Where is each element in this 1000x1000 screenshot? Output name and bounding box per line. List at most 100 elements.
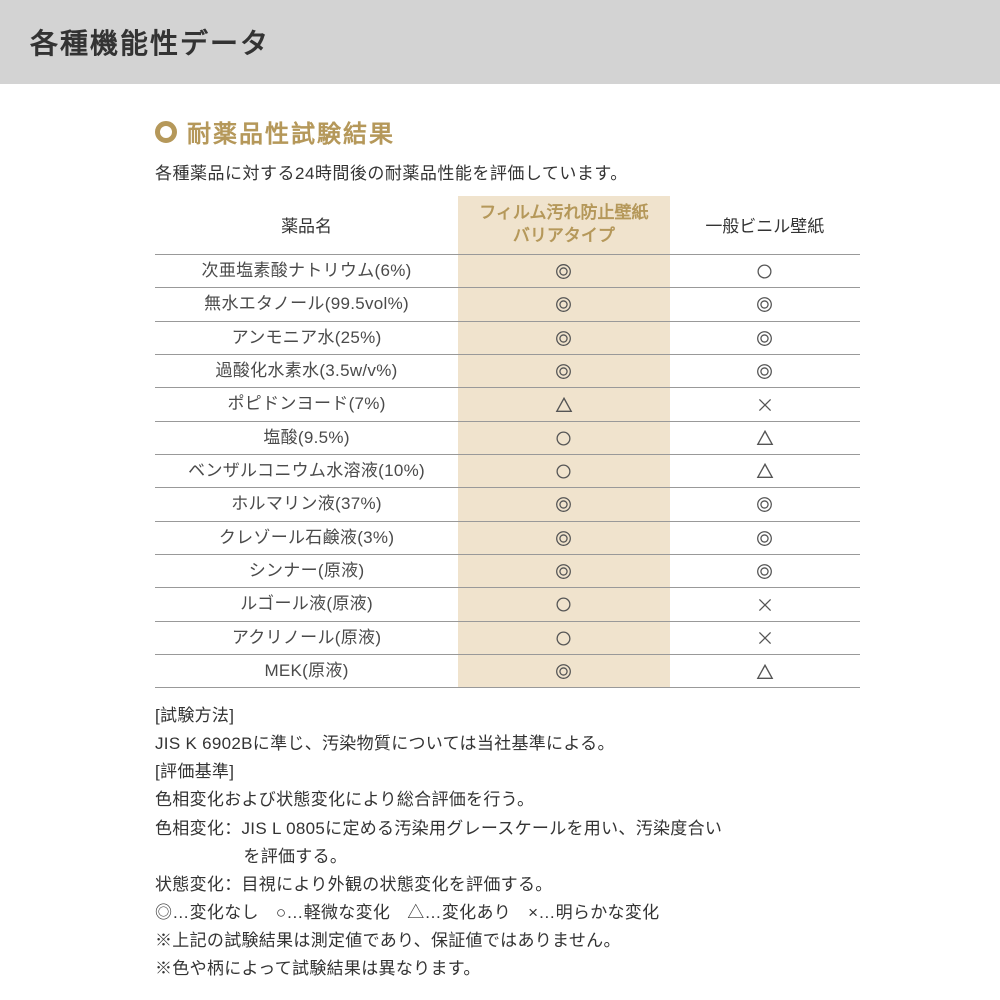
section-title: 耐薬品性試験結果 <box>187 114 395 149</box>
symbol-double-icon <box>554 328 574 348</box>
section-title-row: 耐薬品性試験結果 <box>155 114 860 149</box>
table-row: アンモニア水(25%) <box>155 321 860 354</box>
general-result-cell <box>670 254 860 287</box>
general-result-cell <box>670 388 860 421</box>
symbol-cross-icon <box>755 628 775 648</box>
chemical-name-cell: アクリノール(原液) <box>155 621 458 654</box>
chemical-resistance-table: 薬品名 フィルム汚れ防止壁紙バリアタイプ 一般ビニル壁紙 次亜塩素酸ナトリウム(… <box>155 196 860 688</box>
film-result-cell <box>458 354 670 387</box>
symbol-double-icon <box>755 328 775 348</box>
general-result-cell <box>670 488 860 521</box>
method-text: JIS K 6902Bに準じ、汚染物質については当社基準による。 <box>155 730 860 758</box>
symbol-double-icon <box>755 561 775 581</box>
symbol-double-icon <box>554 361 574 381</box>
film-result-cell <box>458 521 670 554</box>
general-result-cell <box>670 321 860 354</box>
symbol-double-icon <box>554 495 574 515</box>
general-result-cell <box>670 288 860 321</box>
symbol-cross-icon <box>755 595 775 615</box>
film-result-cell <box>458 655 670 688</box>
symbol-double-icon <box>554 261 574 281</box>
symbol-double-icon <box>554 528 574 548</box>
table-row: 塩酸(9.5%) <box>155 421 860 454</box>
table-row: 過酸化水素水(3.5w/v%) <box>155 354 860 387</box>
symbol-double-icon <box>554 295 574 315</box>
general-result-cell <box>670 354 860 387</box>
hue-line2: を評価する。 <box>155 843 860 871</box>
film-result-cell <box>458 621 670 654</box>
table-row: 次亜塩素酸ナトリウム(6%) <box>155 254 860 287</box>
table-row: ベンザルコニウム水溶液(10%) <box>155 454 860 487</box>
table-row: ポピドンヨード(7%) <box>155 388 860 421</box>
symbol-single-icon <box>554 428 574 448</box>
general-result-cell <box>670 421 860 454</box>
chemical-name-cell: クレゾール石鹸液(3%) <box>155 521 458 554</box>
film-result-cell <box>458 588 670 621</box>
section-description: 各種薬品に対する24時間後の耐薬品性能を評価しています。 <box>155 159 860 184</box>
col-header-film: フィルム汚れ防止壁紙バリアタイプ <box>458 196 670 254</box>
chemical-name-cell: ルゴール液(原液) <box>155 588 458 621</box>
film-result-cell <box>458 488 670 521</box>
chemical-name-cell: ベンザルコニウム水溶液(10%) <box>155 454 458 487</box>
film-result-cell <box>458 554 670 587</box>
state-line: 状態変化：目視により外観の状態変化を評価する。 <box>155 871 860 899</box>
symbol-double-icon <box>755 495 775 515</box>
hue-line1: 色相変化：JIS L 0805に定める汚染用グレースケールを用い、汚染度合い <box>155 815 860 843</box>
notes-block: [試験方法] JIS K 6902Bに準じ、汚染物質については当社基準による。 … <box>155 702 860 982</box>
legend-cross: ×…明らかな変化 <box>528 899 659 927</box>
table-row: シンナー(原液) <box>155 554 860 587</box>
symbol-single-icon <box>554 628 574 648</box>
table-row: アクリノール(原液) <box>155 621 860 654</box>
symbol-single-icon <box>755 261 775 281</box>
general-result-cell <box>670 554 860 587</box>
method-label: [試験方法] <box>155 702 860 730</box>
criteria-text: 色相変化および状態変化により総合評価を行う。 <box>155 786 860 814</box>
bullet-icon <box>155 121 177 143</box>
general-result-cell <box>670 454 860 487</box>
symbol-double-icon <box>755 361 775 381</box>
general-result-cell <box>670 588 860 621</box>
col-header-general: 一般ビニル壁紙 <box>670 196 860 254</box>
table-row: ルゴール液(原液) <box>155 588 860 621</box>
general-result-cell <box>670 521 860 554</box>
chemical-name-cell: 次亜塩素酸ナトリウム(6%) <box>155 254 458 287</box>
symbol-single-icon <box>554 461 574 481</box>
symbol-triangle-icon <box>755 428 775 448</box>
symbol-double-icon <box>755 528 775 548</box>
general-result-cell <box>670 621 860 654</box>
table-row: ホルマリン液(37%) <box>155 488 860 521</box>
legend-line: ◎…変化なし ○…軽微な変化 △…変化あり ×…明らかな変化 <box>155 899 860 927</box>
chemical-name-cell: 無水エタノール(99.5vol%) <box>155 288 458 321</box>
page-title: 各種機能性データ <box>30 22 970 62</box>
chemical-name-cell: 塩酸(9.5%) <box>155 421 458 454</box>
legend-double: ◎…変化なし <box>155 899 259 927</box>
symbol-single-icon <box>554 595 574 615</box>
film-result-cell <box>458 254 670 287</box>
symbol-triangle-icon <box>755 461 775 481</box>
chemical-name-cell: ポピドンヨード(7%) <box>155 388 458 421</box>
symbol-double-icon <box>554 561 574 581</box>
chemical-name-cell: MEK(原液) <box>155 655 458 688</box>
general-result-cell <box>670 655 860 688</box>
chemical-name-cell: ホルマリン液(37%) <box>155 488 458 521</box>
legend-triangle: △…変化あり <box>407 899 511 927</box>
page-header: 各種機能性データ <box>0 0 1000 84</box>
chemical-name-cell: 過酸化水素水(3.5w/v%) <box>155 354 458 387</box>
symbol-double-icon <box>554 662 574 682</box>
table-row: クレゾール石鹸液(3%) <box>155 521 860 554</box>
col-header-name: 薬品名 <box>155 196 458 254</box>
symbol-triangle-icon <box>755 662 775 682</box>
chemical-name-cell: アンモニア水(25%) <box>155 321 458 354</box>
symbol-cross-icon <box>755 395 775 415</box>
criteria-label: [評価基準] <box>155 758 860 786</box>
disclaimer-1: ※上記の試験結果は測定値であり、保証値ではありません。 <box>155 927 860 955</box>
symbol-double-icon <box>755 295 775 315</box>
film-result-cell <box>458 388 670 421</box>
film-result-cell <box>458 421 670 454</box>
disclaimer-2: ※色や柄によって試験結果は異なります。 <box>155 955 860 983</box>
table-row: MEK(原液) <box>155 655 860 688</box>
film-result-cell <box>458 288 670 321</box>
chemical-name-cell: シンナー(原液) <box>155 554 458 587</box>
film-result-cell <box>458 321 670 354</box>
film-result-cell <box>458 454 670 487</box>
